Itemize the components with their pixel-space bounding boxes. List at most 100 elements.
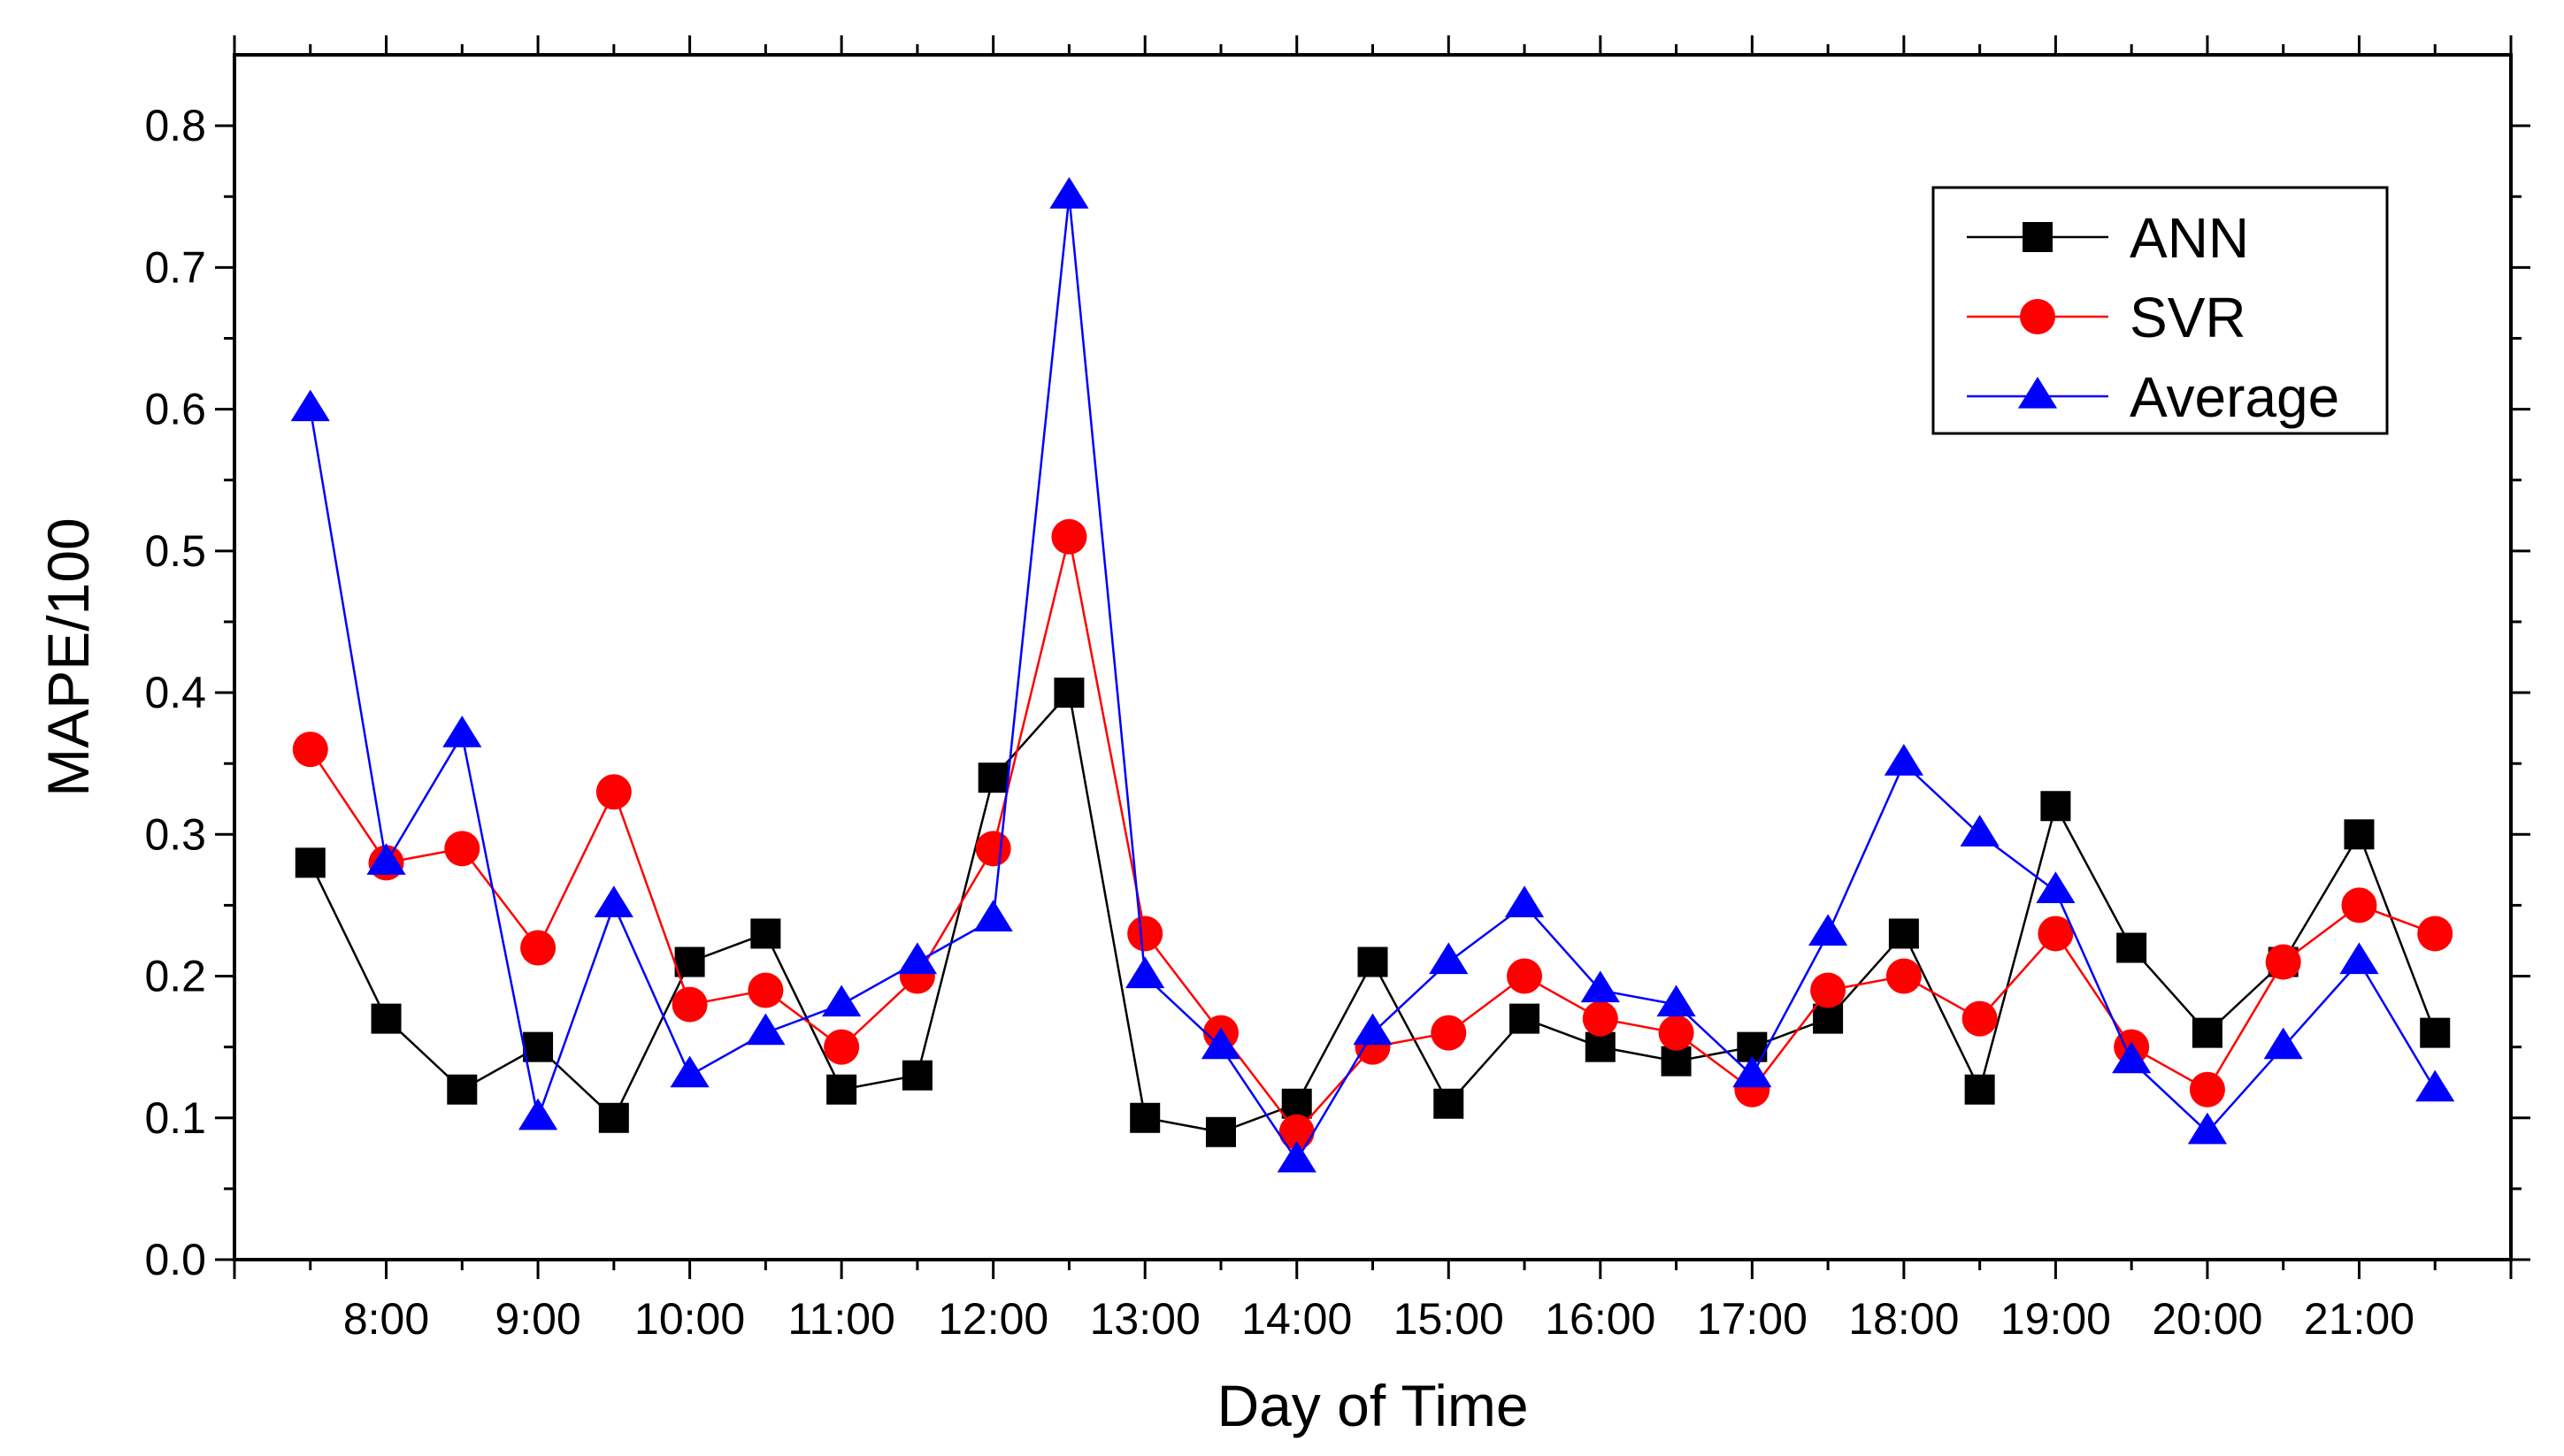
data-point-ann [295, 847, 326, 878]
data-point-average [1353, 1013, 1393, 1046]
data-point-svr [672, 986, 708, 1023]
y-tick-label: 0.7 [144, 242, 206, 292]
x-tick-label: 8:00 [343, 1294, 429, 1344]
y-tick-label: 0.3 [144, 809, 206, 859]
data-point-svr [1127, 916, 1163, 952]
legend-item-average: Average [1967, 365, 2339, 429]
y-tick-label: 0.5 [144, 526, 206, 576]
x-tick-label: 13:00 [1090, 1294, 1201, 1344]
data-point-ann [1964, 1074, 1995, 1105]
data-point-average [2339, 942, 2379, 975]
y-tick-label: 0.1 [144, 1093, 206, 1143]
legend-marker-ann [2023, 222, 2053, 252]
legend: ANN SVR Average [1931, 186, 2389, 435]
data-point-average [1049, 177, 1089, 209]
x-tick-label: 18:00 [1848, 1294, 1959, 1344]
y-tick-label: 0.6 [144, 385, 206, 434]
data-point-ann [2420, 1017, 2451, 1048]
data-point-svr [2189, 1071, 2225, 1107]
data-point-svr [748, 972, 784, 1008]
axes: 0.0 0.1 0.2 0.3 0.4 0.5 0.6 0.7 0.8 8:00 9:00 10:00… [144, 35, 2530, 1344]
data-point-ann [1585, 1031, 1616, 1062]
data-point-average [1201, 1027, 1241, 1060]
data-point-average [2112, 1041, 2152, 1074]
data-point-average [822, 985, 862, 1017]
data-point-average [897, 942, 937, 975]
data-point-svr [292, 732, 328, 768]
data-point-ann [447, 1074, 478, 1105]
data-point-average [290, 389, 330, 422]
data-point-average [1884, 744, 1923, 776]
data-point-ann [2040, 791, 2071, 822]
data-point-svr [824, 1029, 860, 1065]
data-point-average [1504, 885, 1545, 917]
data-point-average [2415, 1069, 2455, 1102]
x-tick-label: 17:00 [1697, 1294, 1808, 1344]
data-point-ann [598, 1102, 629, 1133]
data-point-svr [2417, 916, 2453, 952]
data-point-ann [1054, 678, 1085, 709]
data-point-average [1808, 914, 1848, 946]
data-point-ann [2116, 932, 2147, 963]
legend-label-ann: ANN [2130, 206, 2249, 270]
y-tick-label: 0.4 [144, 668, 206, 717]
data-point-ann [978, 762, 1009, 793]
data-point-average [1429, 942, 1469, 975]
y-axis-title: MAPE/100 [35, 517, 101, 797]
data-point-ann [523, 1031, 554, 1062]
data-point-svr [1885, 958, 1922, 994]
data-point-ann [750, 918, 781, 949]
data-point-average [1656, 985, 1696, 1017]
data-point-svr [1810, 972, 1846, 1008]
data-point-average [746, 1013, 786, 1046]
y-tick-label: 0.2 [144, 952, 206, 1001]
data-point-svr [1278, 1114, 1315, 1150]
data-point-ann [826, 1074, 857, 1105]
data-point-ann [1130, 1102, 1161, 1133]
data-point-svr [444, 831, 480, 867]
legend-item-ann: ANN [1967, 206, 2249, 270]
x-tick-label: 14:00 [1241, 1294, 1352, 1344]
data-point-average [442, 715, 482, 747]
legend-item-svr: SVR [1967, 286, 2246, 349]
data-point-svr [2038, 916, 2074, 952]
data-point-svr [520, 930, 557, 966]
data-point-average [366, 843, 406, 875]
data-point-average [1580, 970, 1620, 1003]
x-tick-label: 20:00 [2152, 1294, 2262, 1344]
legend-marker-svr [2020, 299, 2055, 334]
legend-marker-average [2017, 376, 2058, 409]
data-point-average [1125, 956, 1165, 989]
data-point-ann [1813, 1003, 1844, 1034]
data-point-ann [674, 946, 705, 977]
data-point-svr [1507, 958, 1543, 994]
x-tick-label: 15:00 [1393, 1294, 1504, 1344]
data-point-svr [2341, 887, 2377, 923]
data-point-average [518, 1098, 558, 1130]
data-point-ann [902, 1060, 933, 1091]
data-point-average [670, 1055, 710, 1088]
data-point-average [2036, 871, 2076, 903]
y-tick-label: 0.0 [144, 1235, 206, 1284]
x-tick-label: 11:00 [787, 1294, 894, 1344]
data-point-svr [2265, 944, 2301, 980]
data-point-ann [1281, 1088, 1312, 1119]
data-point-svr [975, 831, 1011, 867]
data-point-ann [1205, 1116, 1236, 1147]
data-point-ann [1433, 1088, 1464, 1119]
legend-label-average: Average [2130, 365, 2339, 429]
data-point-average [594, 885, 633, 917]
data-point-svr [1961, 1000, 1998, 1037]
data-point-svr [1658, 1015, 1694, 1051]
data-point-average [1277, 1140, 1317, 1173]
x-tick-label: 21:00 [2304, 1294, 2414, 1344]
data-point-average [1732, 1055, 1772, 1088]
y-tick-label: 0.8 [144, 101, 206, 150]
data-point-svr [1582, 1000, 1618, 1037]
legend-box [1931, 186, 2389, 435]
data-point-average [1960, 815, 2000, 847]
data-point-ann [1888, 918, 1919, 949]
legend-label-svr: SVR [2130, 286, 2246, 349]
data-point-ann [1509, 1003, 1540, 1034]
